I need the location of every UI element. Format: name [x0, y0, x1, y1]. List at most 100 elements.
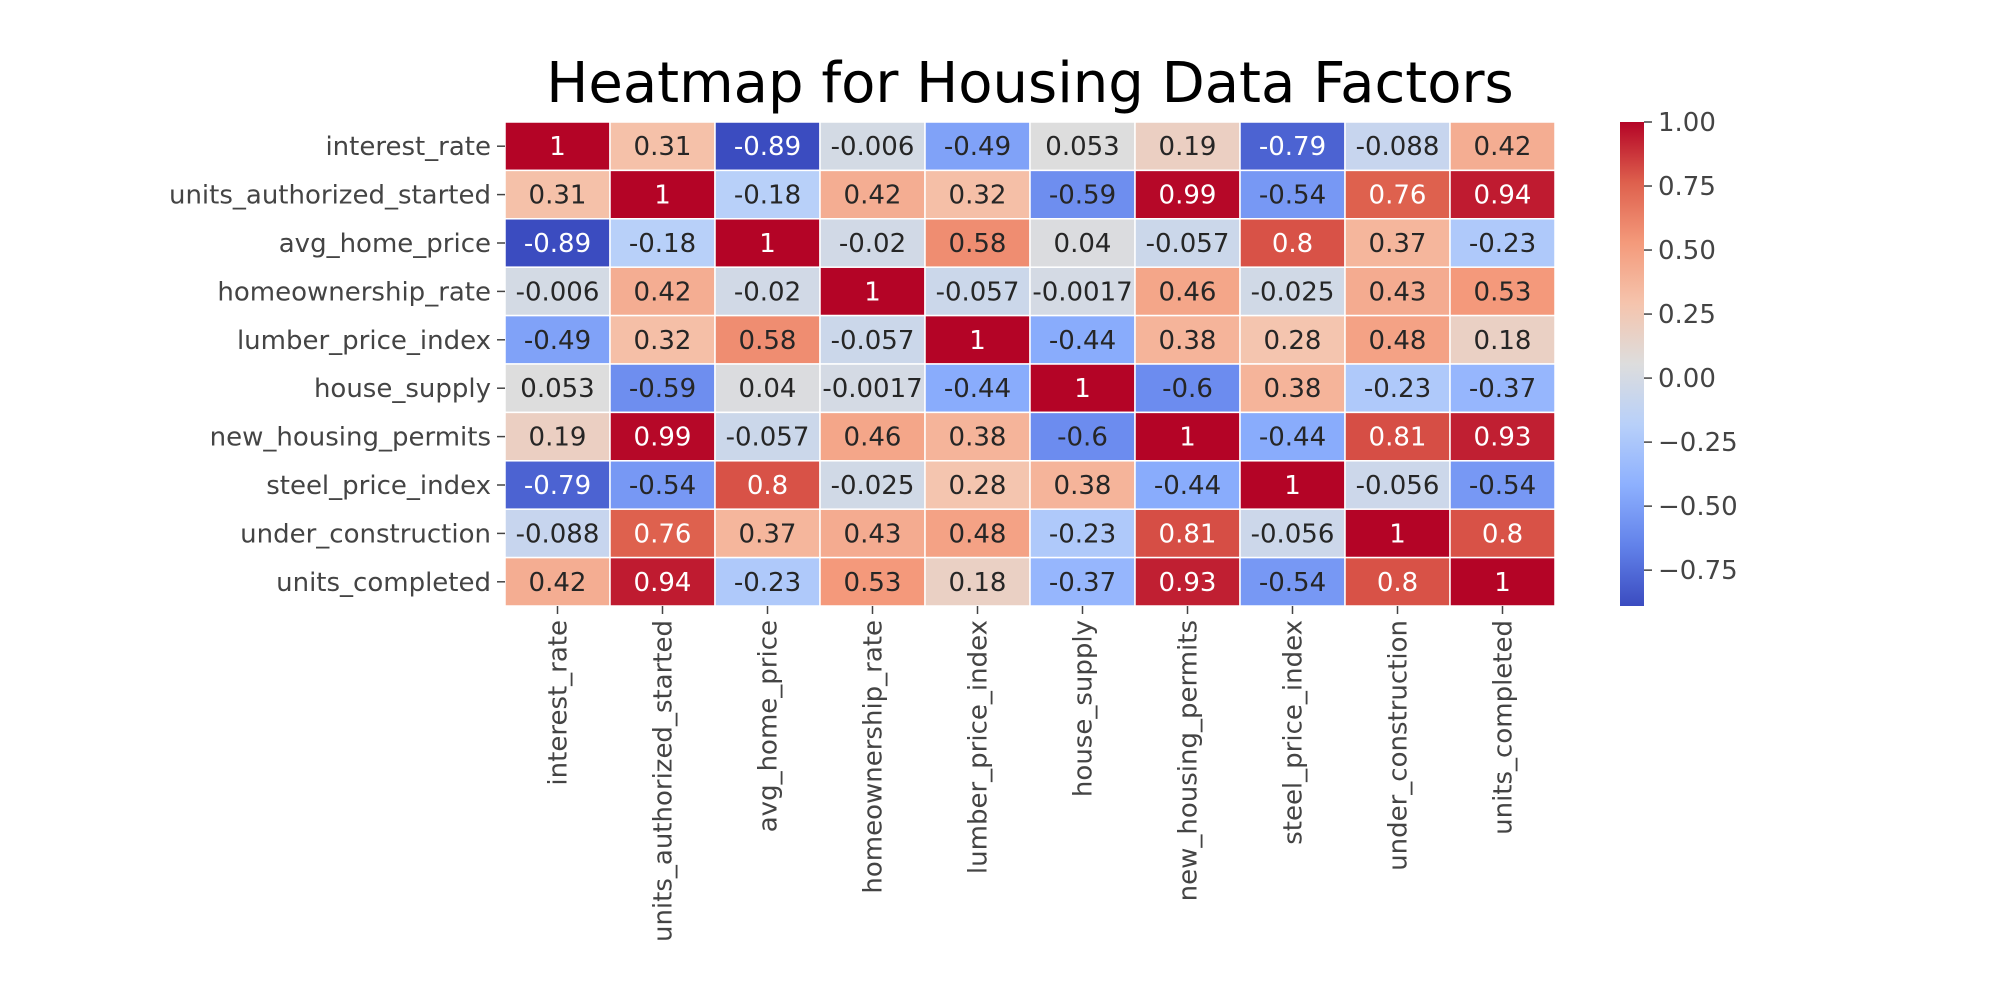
cell-value-label: 0.43	[1369, 277, 1427, 307]
heatmap-cell	[504, 556, 611, 607]
cell-value-label: -0.54	[1259, 181, 1326, 211]
cell-value-label: -0.79	[524, 471, 591, 501]
column-tick-labels: interest_rate units_authorized_started avg…	[544, 606, 1519, 942]
cell-value-label: 0.53	[1474, 277, 1532, 307]
colorbar-tick-label: 1.00	[1658, 108, 1716, 138]
heatmap-cell	[1449, 411, 1556, 462]
cell-value-label: -0.23	[1364, 374, 1431, 404]
cell-value-label: -0.6	[1057, 423, 1108, 453]
cell-value-label: 0.48	[949, 519, 1007, 549]
cell-value-label: 1	[969, 326, 986, 356]
cell-value-label: -0.0017	[822, 374, 922, 404]
column-tick-label: avg_home_price	[754, 620, 784, 832]
heatmap-cell	[1029, 411, 1136, 462]
cell-value-label: 0.99	[634, 423, 692, 453]
cell-value-label: -0.18	[734, 181, 801, 211]
cell-value-label: 0.43	[844, 519, 902, 549]
heatmap-cell	[1029, 556, 1136, 607]
column-tick-label: homeownership_rate	[859, 620, 889, 894]
cell-value-label: -0.006	[516, 277, 600, 307]
cell-value-label: -0.54	[629, 471, 696, 501]
cell-value-label: 0.93	[1474, 423, 1532, 453]
cell-value-label: 0.76	[634, 519, 692, 549]
heatmap-cell	[1029, 266, 1136, 317]
row-tick-label: under_construction	[240, 519, 491, 549]
heatmap-cell	[714, 314, 821, 365]
colorbar-tick-label: 0.75	[1658, 172, 1716, 202]
heatmap-cell	[504, 266, 611, 317]
heatmap-cell	[1239, 411, 1346, 462]
cell-value-label: 0.053	[1045, 132, 1119, 162]
cell-value-label: 0.93	[1159, 568, 1217, 598]
cell-value-label: 0.37	[1369, 229, 1427, 259]
cell-value-label: 1	[864, 277, 881, 307]
heatmap-cell	[504, 218, 611, 268]
cell-value-label: 0.94	[1474, 181, 1532, 211]
heatmap-cell	[1449, 266, 1556, 317]
heatmap-cell	[1239, 460, 1346, 510]
heatmap-cell-labels: 1 0.31 -0.89 -0.006 -0.49 0.053 0.19 -0.79 -0.08…	[516, 132, 1537, 598]
cell-value-label: 0.38	[1159, 326, 1217, 356]
cell-value-label: 0.32	[634, 326, 692, 356]
column-tick-label: steel_price_index	[1279, 620, 1309, 845]
heatmap-cell	[1239, 314, 1346, 365]
heatmap-cell	[1239, 121, 1346, 172]
heatmap-cell	[1029, 169, 1136, 220]
heatmap-cell	[1134, 218, 1241, 268]
cell-value-label: -0.0017	[1032, 277, 1132, 307]
heatmap-cell	[609, 218, 716, 268]
heatmap-cell	[504, 363, 611, 414]
cell-value-label: 0.31	[529, 181, 587, 211]
cell-value-label: -0.59	[629, 374, 696, 404]
heatmap-cell	[1449, 218, 1556, 268]
heatmap-cell	[1344, 508, 1451, 559]
cell-value-label: -0.006	[831, 132, 915, 162]
heatmap-cells	[504, 121, 1556, 607]
cell-value-label: 1	[1494, 568, 1511, 598]
cell-value-label: 0.37	[739, 519, 797, 549]
heatmap-cell	[1029, 460, 1136, 510]
cell-value-label: -0.025	[1251, 277, 1335, 307]
cell-value-label: 0.81	[1369, 423, 1427, 453]
row-tick-label: homeownership_rate	[217, 277, 491, 307]
cell-value-label: 0.58	[739, 326, 797, 356]
heatmap-cell	[1134, 508, 1241, 559]
cell-value-label: -0.056	[1251, 519, 1335, 549]
heatmap-cell	[924, 556, 1031, 607]
heatmap-cell	[1344, 169, 1451, 220]
column-tick-label: interest_rate	[544, 620, 574, 786]
cell-value-label: -0.02	[734, 277, 801, 307]
cell-value-label: -0.23	[734, 568, 801, 598]
cell-value-label: 0.04	[739, 374, 797, 404]
row-tick-label: interest_rate	[325, 132, 491, 162]
heatmap-cell	[1239, 218, 1346, 268]
heatmap-cell	[609, 121, 716, 172]
cell-value-label: 0.19	[1159, 132, 1217, 162]
cell-value-label: -0.44	[944, 374, 1011, 404]
heatmap-cell	[924, 508, 1031, 559]
cell-value-label: -0.89	[734, 132, 801, 162]
heatmap-cell	[1029, 363, 1136, 414]
cell-value-label: -0.37	[1469, 374, 1536, 404]
heatmap-cell	[819, 169, 926, 220]
cell-value-label: 0.28	[949, 471, 1007, 501]
colorbar-tick-label: 0.50	[1658, 236, 1716, 266]
heatmap-cell	[1344, 460, 1451, 510]
cell-value-label: 0.18	[949, 568, 1007, 598]
cell-value-label: 0.42	[844, 181, 902, 211]
cell-value-label: 1	[654, 181, 671, 211]
column-tick-label: under_construction	[1384, 620, 1414, 871]
cell-value-label: -0.057	[936, 277, 1020, 307]
heatmap-cell	[1344, 556, 1451, 607]
heatmap-cell	[1449, 508, 1556, 559]
cell-value-label: 0.8	[1482, 519, 1523, 549]
cell-value-label: -0.44	[1259, 423, 1326, 453]
heatmap-cell	[714, 218, 821, 268]
heatmap-cell	[819, 460, 926, 510]
cell-value-label: 0.42	[1474, 132, 1532, 162]
row-tick-labels: interest_rate units_authorized_startedavg…	[169, 132, 505, 598]
heatmap-cell	[1029, 121, 1136, 172]
row-tick-label: new_housing_permits	[210, 423, 491, 453]
cell-value-label: 0.8	[1377, 568, 1418, 598]
